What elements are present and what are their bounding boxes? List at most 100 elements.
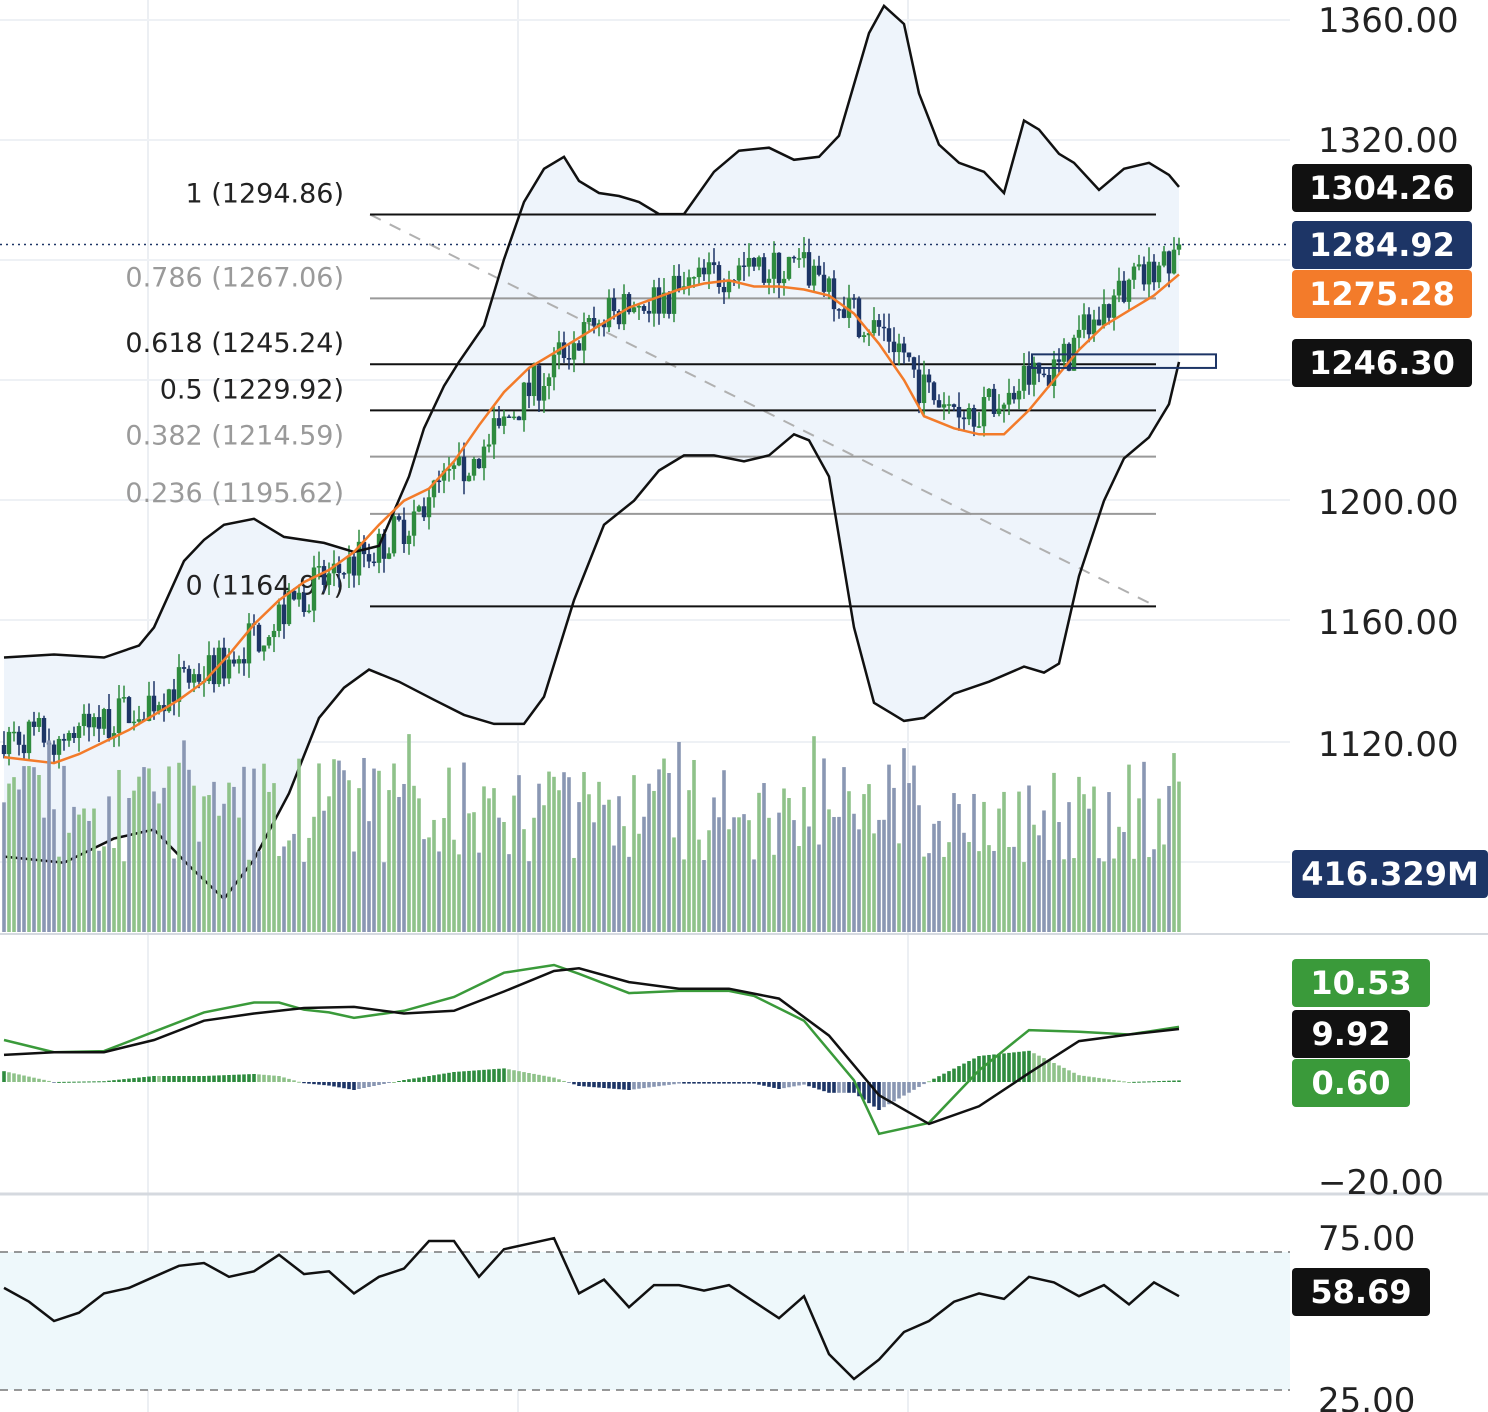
volume-bar <box>497 817 501 932</box>
macd-histogram-bar <box>722 1082 726 1084</box>
candle-body <box>1076 329 1082 338</box>
candle-body <box>411 511 417 536</box>
volume-bar <box>692 759 696 932</box>
volume-bar <box>952 793 956 932</box>
badge-value: 1246.30 <box>1309 344 1455 382</box>
candle-body <box>1006 392 1012 405</box>
candle-body <box>931 382 937 401</box>
macd-histogram-bar <box>347 1082 351 1090</box>
volume-bar <box>672 837 676 932</box>
candle-body <box>816 265 822 275</box>
volume-bar <box>1117 826 1121 932</box>
candle-body <box>246 623 252 664</box>
volume-bar <box>902 748 906 932</box>
rsi-tick-label: 75.00 <box>1318 1219 1415 1259</box>
macd-histogram-badge: 10.53 <box>1292 959 1430 1007</box>
fib-level-label: 0.236 (1195.62) <box>125 478 344 509</box>
volume-bar <box>722 770 726 932</box>
candle-body <box>106 709 112 739</box>
macd-histogram-bar <box>1077 1075 1081 1082</box>
volume-bar <box>702 860 706 932</box>
volume-bar <box>492 788 496 932</box>
macd-histogram-bar <box>927 1081 931 1083</box>
volume-bar <box>832 817 836 932</box>
macd-histogram-bar <box>302 1082 306 1084</box>
candle-body <box>356 541 362 576</box>
candle-body <box>961 417 967 420</box>
macd-histogram-bar <box>327 1082 331 1086</box>
macd-histogram-bar <box>677 1082 681 1084</box>
candle-body <box>686 277 692 287</box>
upper-band-badge: 1304.26 <box>1292 164 1472 212</box>
candle-body <box>176 667 182 702</box>
candle-body <box>71 733 77 738</box>
volume-bar <box>682 859 686 932</box>
volume-bar <box>167 766 171 932</box>
macd-histogram-bar <box>12 1073 16 1082</box>
macd-histogram-bar <box>82 1081 86 1083</box>
volume-bar <box>312 816 316 932</box>
macd-histogram-bar <box>812 1082 816 1088</box>
value-badges: 1304.26 1284.92 1275.28 1246.30 416.329M 10.5… <box>1292 164 1488 1316</box>
volume-bar <box>407 734 411 932</box>
volume-bar <box>427 837 431 932</box>
volume-bar <box>812 736 816 932</box>
volume-bar <box>757 792 761 932</box>
volume-bar <box>57 856 61 932</box>
macd-histogram-bar <box>827 1082 831 1093</box>
macd-histogram-bar <box>617 1082 621 1090</box>
macd-histogram-bar <box>787 1082 791 1088</box>
macd-histogram-bar <box>807 1082 811 1087</box>
macd-histogram-bar <box>552 1077 556 1082</box>
candle-body <box>1161 251 1167 266</box>
macd-pane[interactable] <box>2 963 1181 1136</box>
macd-histogram-bar <box>912 1082 916 1090</box>
candle-body <box>511 416 517 419</box>
volume-bar <box>272 783 276 932</box>
volume-bar <box>742 814 746 932</box>
candle-body <box>136 719 142 722</box>
rsi-pane[interactable] <box>0 1236 1290 1391</box>
volume-bar <box>452 839 456 932</box>
macd-histogram-bar <box>237 1074 241 1082</box>
candle-body <box>421 506 427 518</box>
candle-body <box>36 717 42 727</box>
macd-histogram-bar <box>1172 1080 1176 1082</box>
macd-histogram-bar <box>1177 1080 1181 1082</box>
volume-bar <box>577 802 581 932</box>
candle-body <box>1136 264 1142 267</box>
volume-bar <box>122 861 126 932</box>
volume-bar <box>947 842 951 932</box>
candle-body <box>1016 390 1022 400</box>
volume-bar <box>277 856 281 932</box>
macd-histogram-bar <box>692 1082 696 1084</box>
macd-histogram-bar <box>892 1082 896 1102</box>
lower-band-badge: 1246.30 <box>1292 339 1472 387</box>
volume-bar <box>87 820 91 932</box>
candle-body <box>791 256 797 259</box>
volume-pane <box>2 734 1181 932</box>
price-pane[interactable]: 1 (1294.86) 0.786 (1267.06) 0.618 (1245.24… <box>0 3 1290 901</box>
volume-bar <box>82 808 86 932</box>
candle-body <box>936 400 942 408</box>
volume-bar <box>962 832 966 932</box>
macd-histogram-bar <box>42 1079 46 1082</box>
macd-histogram-bar <box>972 1058 976 1082</box>
macd-histogram-bar <box>832 1082 836 1093</box>
macd-histogram-bar <box>22 1075 26 1082</box>
volume-bar <box>982 801 986 932</box>
macd-histogram-bar <box>627 1082 631 1090</box>
candle-body <box>1166 251 1172 274</box>
volume-bar <box>1032 824 1036 932</box>
price-tick-label: 1360.00 <box>1318 1 1459 41</box>
macd-histogram-bar <box>742 1082 746 1084</box>
volume-bar <box>817 844 821 932</box>
candle-body <box>1106 304 1112 318</box>
price-axis[interactable]: 1360.00 1320.00 1200.00 1160.00 1120.00 −20.0… <box>1318 1 1459 1412</box>
macd-histogram-bar <box>292 1080 296 1082</box>
volume-bar <box>487 798 491 932</box>
annotation-rectangle[interactable] <box>1031 353 1217 369</box>
macd-histogram-bar <box>867 1082 871 1104</box>
candle-body <box>836 309 842 311</box>
